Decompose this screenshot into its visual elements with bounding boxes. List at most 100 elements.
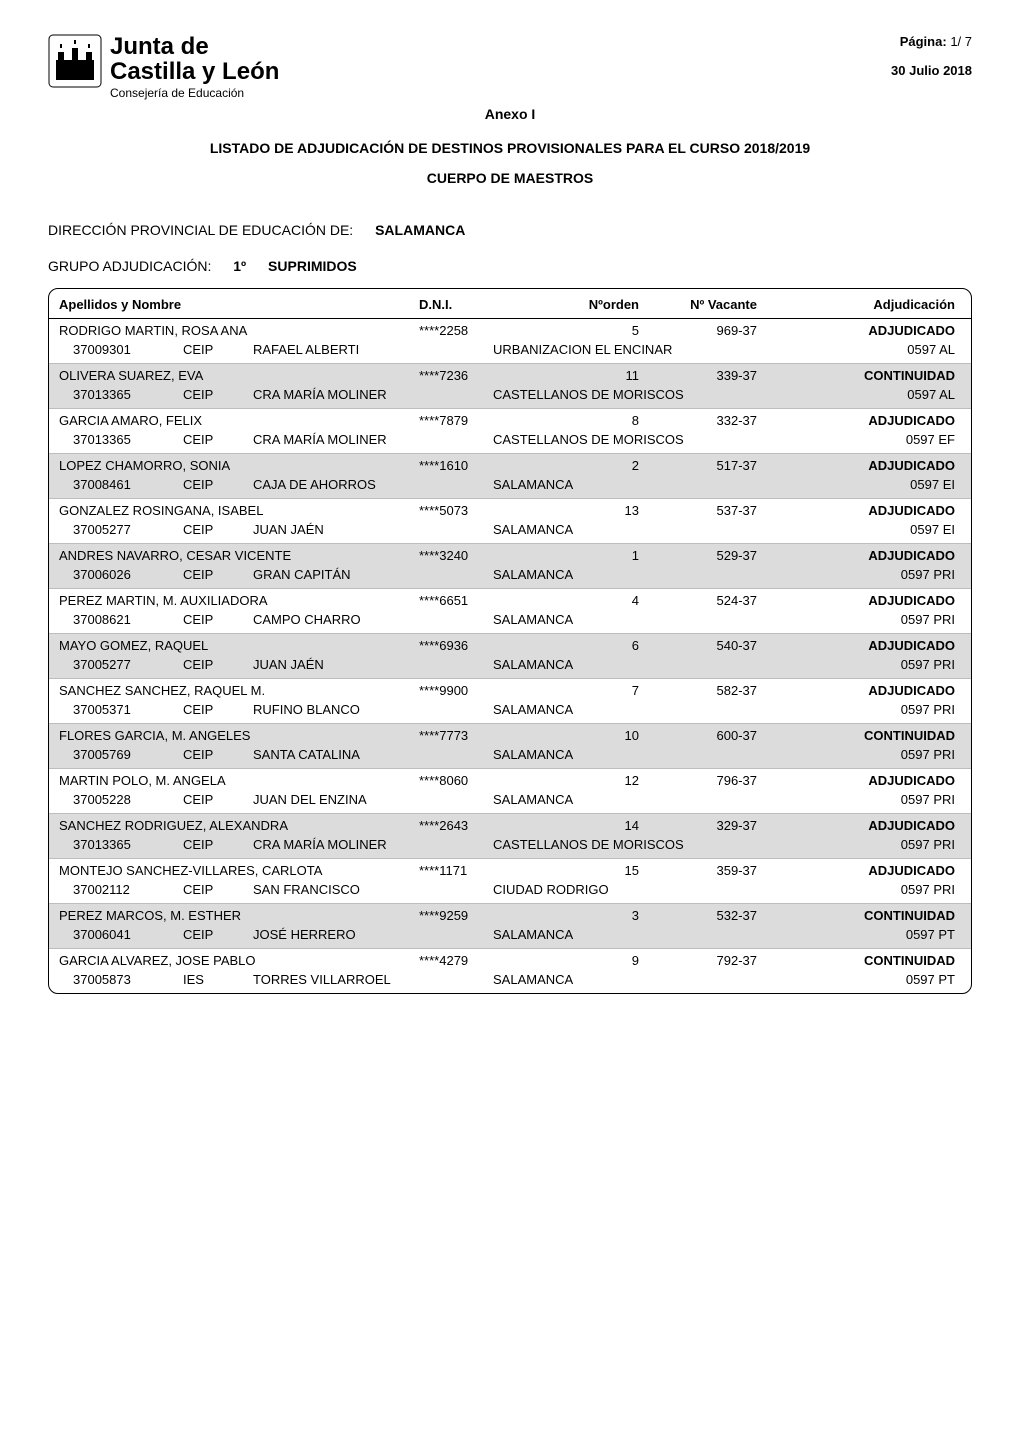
- table-row: MONTEJO SANCHEZ-VILLARES, CARLOTA****117…: [49, 859, 971, 903]
- th-vacante: Nº Vacante: [647, 297, 767, 312]
- person-name: GARCIA ALVAREZ, JOSE PABLO: [59, 953, 419, 968]
- person-vacante: 529-37: [647, 548, 767, 563]
- person-center-row: 37005277CEIPJUAN JAÉNSALAMANCA0597 EI: [49, 520, 971, 543]
- person-adjudicacion: CONTINUIDAD: [767, 368, 961, 383]
- person-center-row: 37008461CEIPCAJA DE AHORROSSALAMANCA0597…: [49, 475, 971, 498]
- specialty-code: 0597 AL: [835, 387, 961, 402]
- person-adjudicacion: CONTINUIDAD: [767, 953, 961, 968]
- person-name: MAYO GOMEZ, RAQUEL: [59, 638, 419, 653]
- table-row: MARTIN POLO, M. ANGELA****806012796-37AD…: [49, 769, 971, 813]
- grupo-name: SUPRIMIDOS: [268, 258, 357, 274]
- person-vacante: 332-37: [647, 413, 767, 428]
- page: Junta de Castilla y León Consejería de E…: [0, 0, 1020, 994]
- center-location: SALAMANCA: [483, 567, 773, 582]
- person-vacante: 339-37: [647, 368, 767, 383]
- center-location: SALAMANCA: [483, 477, 773, 492]
- specialty-code: 0597 PT: [835, 972, 961, 987]
- person-orden: 7: [549, 683, 647, 698]
- logo-line2: Castilla y León: [110, 59, 279, 84]
- person-orden: 8: [549, 413, 647, 428]
- center-location: SALAMANCA: [483, 927, 773, 942]
- person-orden: 9: [549, 953, 647, 968]
- center-name: SANTA CATALINA: [253, 747, 483, 762]
- person-adjudicacion: ADJUDICADO: [767, 503, 961, 518]
- center-name: RAFAEL ALBERTI: [253, 342, 483, 357]
- center-code: 37006041: [59, 927, 183, 942]
- specialty-code: 0597 PRI: [835, 792, 961, 807]
- person-summary-row: GARCIA ALVAREZ, JOSE PABLO****42799792-3…: [49, 949, 971, 970]
- specialty-code: 0597 EF: [835, 432, 961, 447]
- person-center-row: 37006026CEIPGRAN CAPITÁNSALAMANCA0597 PR…: [49, 565, 971, 588]
- center-code: 37005277: [59, 657, 183, 672]
- person-center-row: 37005769CEIPSANTA CATALINASALAMANCA0597 …: [49, 745, 971, 768]
- person-center-row: 37005873IESTORRES VILLARROELSALAMANCA059…: [49, 970, 971, 993]
- center-name: JUAN JAÉN: [253, 657, 483, 672]
- person-adjudicacion: ADJUDICADO: [767, 458, 961, 473]
- table-row: RODRIGO MARTIN, ROSA ANA****22585969-37A…: [49, 319, 971, 363]
- person-adjudicacion: ADJUDICADO: [767, 413, 961, 428]
- center-location: CASTELLANOS DE MORISCOS: [483, 837, 773, 852]
- table-row: GARCIA AMARO, FELIX****78798332-37ADJUDI…: [49, 409, 971, 453]
- person-summary-row: FLORES GARCIA, M. ANGELES****777310600-3…: [49, 724, 971, 745]
- table-row: OLIVERA SUAREZ, EVA****723611339-37CONTI…: [49, 364, 971, 408]
- th-adjudicacion: Adjudicación: [767, 297, 961, 312]
- center-type: IES: [183, 972, 253, 987]
- person-orden: 6: [549, 638, 647, 653]
- person-name: OLIVERA SUAREZ, EVA: [59, 368, 419, 383]
- person-summary-row: MAYO GOMEZ, RAQUEL****69366540-37ADJUDIC…: [49, 634, 971, 655]
- person-adjudicacion: CONTINUIDAD: [767, 728, 961, 743]
- center-type: CEIP: [183, 342, 253, 357]
- center-code: 37002112: [59, 882, 183, 897]
- specialty-code: 0597 PRI: [835, 882, 961, 897]
- person-dni: ****7773: [419, 728, 549, 743]
- table-row: PEREZ MARCOS, M. ESTHER****92593532-37CO…: [49, 904, 971, 948]
- page-value: 1/ 7: [950, 34, 972, 49]
- person-vacante: 792-37: [647, 953, 767, 968]
- person-dni: ****8060: [419, 773, 549, 788]
- table-row: SANCHEZ RODRIGUEZ, ALEXANDRA****26431432…: [49, 814, 971, 858]
- center-location: CIUDAD RODRIGO: [483, 882, 773, 897]
- center-type: CEIP: [183, 747, 253, 762]
- person-vacante: 532-37: [647, 908, 767, 923]
- center-type: CEIP: [183, 837, 253, 852]
- person-vacante: 582-37: [647, 683, 767, 698]
- grupo-num: 1º: [233, 258, 246, 274]
- center-code: 37008461: [59, 477, 183, 492]
- person-adjudicacion: ADJUDICADO: [767, 323, 961, 338]
- person-adjudicacion: ADJUDICADO: [767, 773, 961, 788]
- center-code: 37005277: [59, 522, 183, 537]
- center-type: CEIP: [183, 432, 253, 447]
- center-code: 37005371: [59, 702, 183, 717]
- center-name: RUFINO BLANCO: [253, 702, 483, 717]
- table-row: PEREZ MARTIN, M. AUXILIADORA****66514524…: [49, 589, 971, 633]
- person-center-row: 37005277CEIPJUAN JAÉNSALAMANCA0597 PRI: [49, 655, 971, 678]
- specialty-code: 0597 AL: [835, 342, 961, 357]
- person-name: GARCIA AMARO, FELIX: [59, 413, 419, 428]
- person-center-row: 37005371CEIPRUFINO BLANCOSALAMANCA0597 P…: [49, 700, 971, 723]
- person-name: PEREZ MARCOS, M. ESTHER: [59, 908, 419, 923]
- center-location: SALAMANCA: [483, 522, 773, 537]
- table-row: GONZALEZ ROSINGANA, ISABEL****507313537-…: [49, 499, 971, 543]
- center-code: 37005873: [59, 972, 183, 987]
- center-name: TORRES VILLARROEL: [253, 972, 483, 987]
- person-dni: ****7236: [419, 368, 549, 383]
- person-summary-row: GONZALEZ ROSINGANA, ISABEL****507313537-…: [49, 499, 971, 520]
- person-vacante: 540-37: [647, 638, 767, 653]
- center-code: 37013365: [59, 387, 183, 402]
- center-location: SALAMANCA: [483, 747, 773, 762]
- direccion-value: SALAMANCA: [375, 222, 465, 238]
- person-dni: ****2643: [419, 818, 549, 833]
- person-adjudicacion: ADJUDICADO: [767, 863, 961, 878]
- center-name: CRA MARÍA MOLINER: [253, 387, 483, 402]
- center-type: CEIP: [183, 882, 253, 897]
- person-orden: 5: [549, 323, 647, 338]
- specialty-code: 0597 EI: [835, 477, 961, 492]
- person-dni: ****9900: [419, 683, 549, 698]
- top-right: Página: 1/ 7 30 Julio 2018: [891, 34, 972, 78]
- person-center-row: 37005228CEIPJUAN DEL ENZINASALAMANCA0597…: [49, 790, 971, 813]
- person-adjudicacion: ADJUDICADO: [767, 593, 961, 608]
- person-center-row: 37009301CEIPRAFAEL ALBERTIURBANIZACION E…: [49, 340, 971, 363]
- person-adjudicacion: ADJUDICADO: [767, 638, 961, 653]
- center-location: CASTELLANOS DE MORISCOS: [483, 432, 773, 447]
- center-name: JUAN JAÉN: [253, 522, 483, 537]
